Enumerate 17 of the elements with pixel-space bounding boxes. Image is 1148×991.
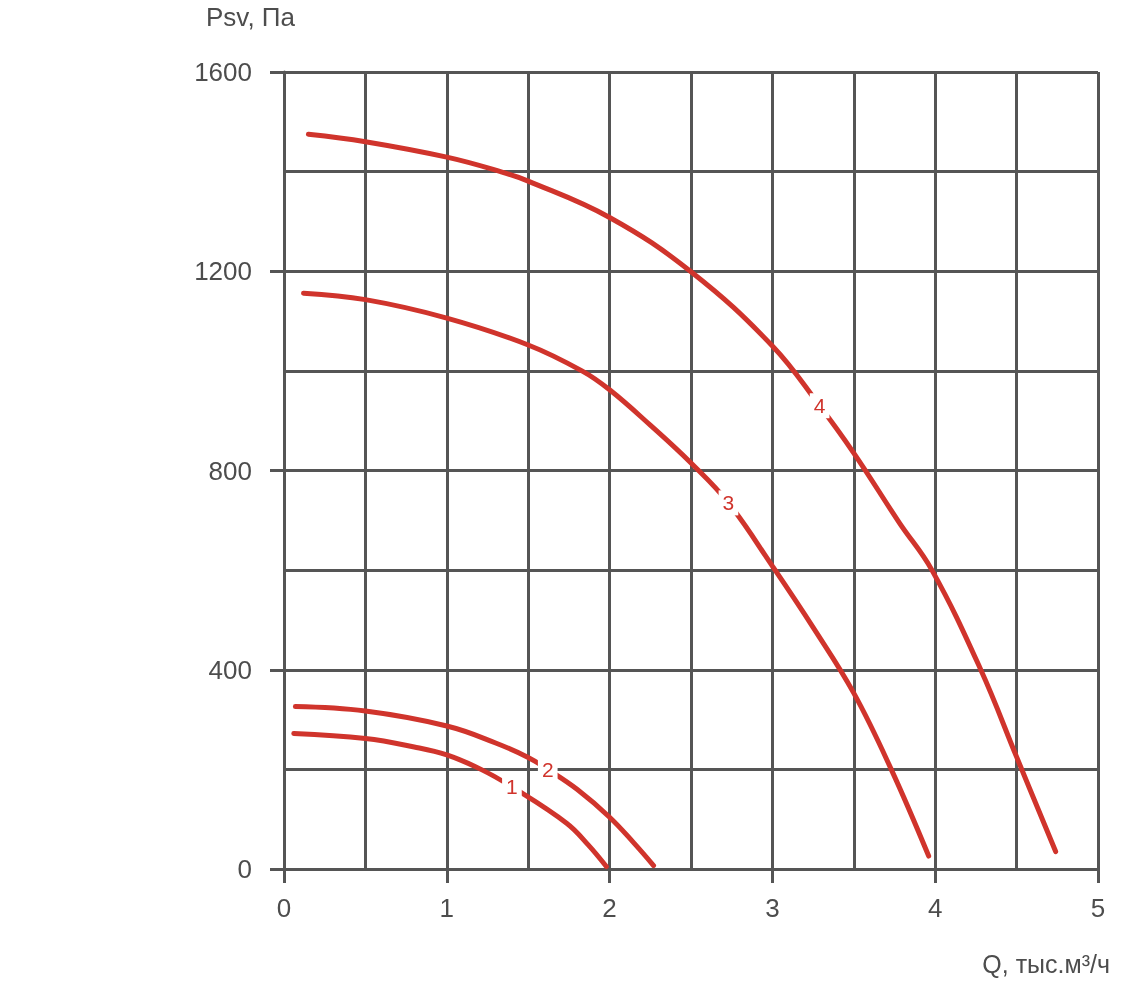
series-label: 1 (506, 775, 518, 799)
series-label: 4 (813, 394, 826, 418)
x-tick-label: 4 (927, 893, 943, 923)
series-label: 2 (541, 757, 554, 781)
y-tick-label: 0 (237, 854, 252, 884)
x-tick-label: 3 (765, 893, 780, 923)
x-axis-title: Q, тыс.м³/ч (982, 949, 1110, 978)
x-tick-label: 0 (276, 893, 292, 923)
x-tick-label: 1 (439, 893, 455, 923)
y-tick-label: 1600 (194, 57, 252, 87)
x-tick-label: 2 (602, 893, 617, 923)
y-tick-label: 1200 (194, 256, 252, 287)
x-tick-label: 5 (1090, 893, 1106, 923)
series-label: 3 (722, 491, 735, 515)
y-tick-label: 800 (208, 455, 252, 486)
y-tick-label: 400 (208, 654, 252, 685)
y-axis-title: Psv, Па (205, 2, 296, 32)
